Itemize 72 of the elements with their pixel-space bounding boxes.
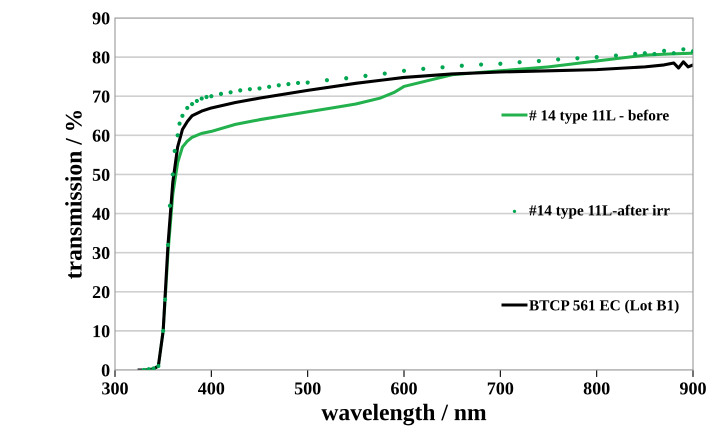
point	[681, 47, 686, 52]
point	[151, 366, 156, 370]
point	[440, 65, 445, 70]
point	[421, 66, 426, 71]
point	[146, 367, 151, 370]
point	[218, 92, 224, 96]
x-tick-label: 400	[198, 382, 224, 395]
point	[344, 76, 348, 80]
point	[296, 80, 300, 86]
point	[177, 122, 182, 126]
y-tick-label: 90	[92, 12, 110, 24]
y-tick-label: 40	[92, 208, 110, 220]
point	[324, 78, 330, 82]
x-tick-label: 800	[584, 382, 610, 395]
x-tick-label: 900	[680, 382, 706, 395]
point	[156, 364, 160, 368]
point	[614, 53, 618, 58]
point	[594, 55, 599, 60]
y-tick-label: 70	[93, 90, 110, 103]
x-tick-label: 700	[488, 382, 514, 395]
point	[170, 172, 175, 177]
y-tick-label: 0	[102, 364, 110, 376]
point	[276, 83, 281, 88]
point	[363, 74, 368, 78]
y-axis-title: transmission / %	[65, 110, 82, 279]
point	[248, 87, 252, 92]
point	[460, 64, 464, 68]
point	[286, 82, 290, 86]
y-tick-label: 10	[94, 325, 110, 338]
point	[228, 90, 233, 94]
point	[402, 68, 406, 73]
point	[672, 51, 676, 56]
y-tick-label: 30	[92, 246, 110, 260]
point	[172, 148, 177, 154]
point	[575, 56, 580, 60]
point	[190, 102, 194, 106]
x-axis-title: wavelength / nm	[321, 404, 486, 426]
point	[642, 51, 647, 56]
point	[176, 133, 180, 138]
point	[194, 98, 199, 103]
point	[382, 71, 387, 76]
y-tick-label: 80	[92, 51, 110, 64]
point	[238, 88, 242, 92]
point	[498, 62, 502, 66]
point	[536, 58, 541, 64]
point	[306, 80, 310, 85]
point	[633, 52, 638, 56]
point	[518, 60, 522, 64]
y-tick-label: 60	[92, 130, 110, 142]
point	[163, 298, 168, 302]
legend-label: # 14 type 11L - before	[529, 110, 669, 124]
point	[478, 62, 484, 67]
point	[161, 328, 166, 333]
y-tick-label: 20	[92, 286, 110, 298]
point	[662, 48, 666, 53]
point	[166, 242, 170, 247]
point	[200, 96, 204, 101]
point	[209, 94, 214, 98]
point	[180, 114, 185, 118]
x-tick-label: 600	[391, 382, 417, 395]
point	[168, 204, 172, 208]
point	[652, 52, 657, 56]
x-tick-label: 500	[294, 382, 321, 395]
x-tick-label: 300	[102, 382, 128, 395]
legend-label: #14 type 11L-after irr	[529, 204, 670, 219]
point	[257, 86, 262, 90]
point	[185, 106, 190, 110]
y-tick-label: 50	[92, 168, 110, 181]
legend-label: BTCP 561 EC (Lot B1)	[529, 300, 679, 314]
point	[204, 94, 209, 100]
point	[556, 57, 560, 62]
point	[267, 84, 272, 89]
